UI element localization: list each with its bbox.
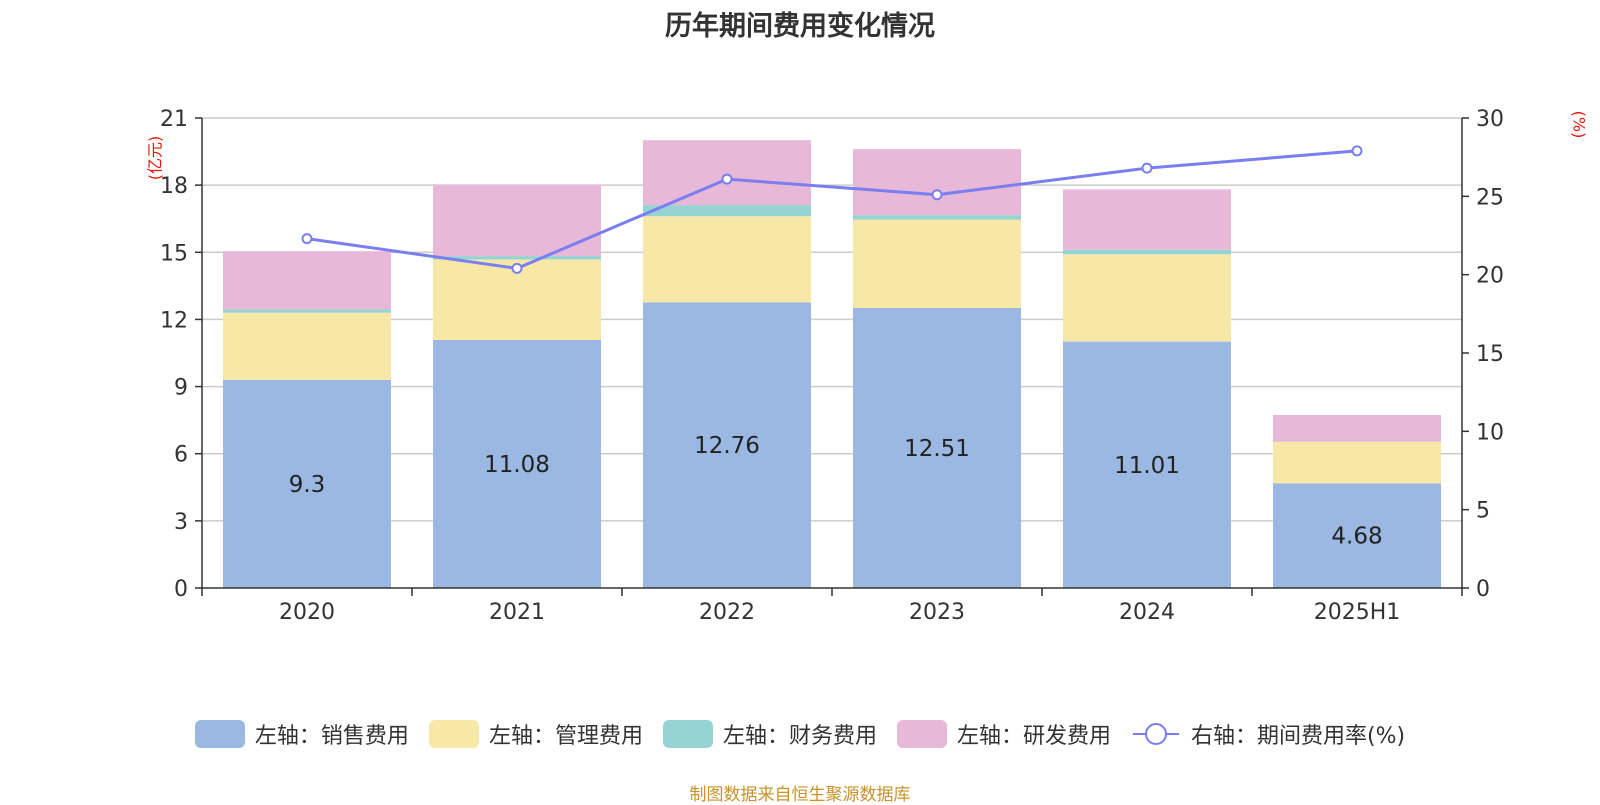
legend-swatch-finance (662, 720, 713, 748)
bar-rnd-2024 (1063, 189, 1231, 250)
legend-item-rnd[interactable]: 左轴：研发费用 (896, 718, 1111, 750)
right-axis-tick-label: 5 (1476, 499, 1490, 524)
bar-sales-2023 (853, 308, 1021, 588)
bar-sales-2020 (223, 379, 391, 588)
right-axis-tick-label: 10 (1476, 420, 1504, 445)
bar-sales-2022 (643, 302, 811, 588)
bar-sales-2021 (433, 340, 601, 588)
bar-data-label: 4.68 (1331, 524, 1382, 550)
chart-title: 历年期间费用变化情况 (665, 11, 935, 42)
left-axis-tick-label: 18 (160, 174, 188, 199)
bar-sales-2025H1 (1273, 483, 1441, 588)
right-axis-tick-label: 0 (1476, 577, 1490, 602)
bar-admin-2024 (1063, 254, 1231, 342)
legend-label-finance: 左轴：财务费用 (722, 724, 877, 749)
rate-point (1141, 162, 1153, 174)
x-axis-tick-label: 2020 (279, 600, 335, 625)
legend-label-admin: 左轴：管理费用 (488, 724, 643, 749)
rate-point (721, 173, 733, 185)
legend-item-admin[interactable]: 左轴：管理费用 (428, 718, 643, 750)
x-axis-tick-label: 2024 (1119, 600, 1175, 625)
left-axis-tick-label: 15 (160, 241, 188, 266)
bar-finance-2021 (433, 256, 601, 260)
x-axis-tick-label: 2025H1 (1314, 600, 1401, 625)
x-axis-tick-label: 2021 (489, 600, 545, 625)
legend-swatch-sales (194, 720, 245, 748)
chart-legend: 左轴：销售费用 左轴：管理费用 左轴：财务费用 左轴：研发费用 右轴：期间费用率… (0, 718, 1600, 750)
legend-label-sales: 左轴：销售费用 (254, 724, 409, 749)
bar-admin-2022 (643, 216, 811, 303)
bar-data-label: 12.76 (694, 433, 760, 459)
legend-swatch-rate (1132, 723, 1179, 745)
bar-data-label: 11.01 (1114, 453, 1180, 479)
left-axis-tick-label: 0 (174, 577, 188, 602)
legend-label-rnd: 左轴：研发费用 (956, 724, 1111, 749)
rate-point (931, 189, 943, 201)
rate-line (306, 149, 1358, 270)
bar-data-label: 9.3 (289, 472, 326, 498)
left-axis-tick-label: 6 (174, 443, 188, 468)
bar-rnd-2025H1 (1273, 414, 1441, 442)
rate-point (511, 262, 523, 274)
legend-label-rate: 右轴：期间费用率(%) (1190, 724, 1406, 749)
bar-rnd-2023 (853, 149, 1021, 216)
bar-sales-2024 (1063, 341, 1231, 588)
left-axis-tick-label: 9 (174, 376, 188, 401)
right-axis-tick-label: 20 (1476, 264, 1504, 289)
legend-swatch-rnd (896, 720, 947, 748)
legend-item-finance[interactable]: 左轴：财务费用 (662, 718, 877, 750)
legend-item-sales[interactable]: 左轴：销售费用 (194, 718, 409, 750)
rate-point (1351, 145, 1363, 157)
left-axis-tick-label: 3 (174, 510, 188, 535)
bar-finance-2020 (223, 309, 391, 313)
right-axis-tick-label: 25 (1476, 185, 1504, 210)
chart-svg: 0 3 6 9 12 15 18 21 0 5 10 15 20 25 30 9.3 2020 11.08 2021… (160, 107, 1504, 625)
bar-rnd-2020 (223, 251, 391, 310)
bar-rnd-2021 (433, 184, 601, 257)
bar-rnd-2022 (643, 140, 811, 206)
bar-data-label: 12.51 (904, 436, 970, 462)
right-axis-tick-label: 30 (1476, 107, 1504, 132)
left-axis-tick-label: 12 (160, 308, 188, 333)
bar-admin-2023 (853, 219, 1021, 309)
x-axis-tick-label: 2023 (909, 600, 965, 625)
data-source: 制图数据来自恒生聚源数据库 (689, 785, 911, 805)
left-axis-tick-label: 21 (160, 107, 188, 132)
legend-item-rate[interactable]: 右轴：期间费用率(%) (1131, 718, 1405, 750)
bar-data-label: 11.08 (484, 452, 550, 478)
bar-finance-2024 (1063, 249, 1231, 255)
bar-finance-2022 (643, 205, 811, 217)
rate-point (301, 233, 313, 245)
bar-admin-2020 (223, 312, 391, 380)
bar-finance-2023 (853, 215, 1021, 220)
legend-swatch-admin (428, 720, 479, 748)
right-axis-tick-label: 15 (1476, 342, 1504, 367)
bar-admin-2025H1 (1273, 441, 1441, 484)
x-axis-tick-label: 2022 (699, 600, 755, 625)
